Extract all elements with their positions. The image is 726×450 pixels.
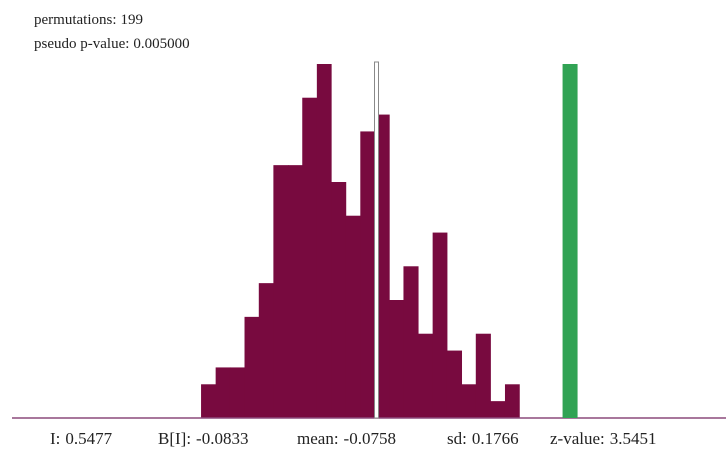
header-label: permutations: [34,12,117,28]
bar [215,367,231,418]
bar [461,384,477,418]
bar [475,333,491,418]
bar [316,64,332,418]
stat-value: 0.5477 [65,429,112,448]
stat-value: 3.5451 [610,429,657,448]
header-value: 199 [121,12,144,28]
stat-label: sd: [447,429,467,448]
stat: z-value: 3.5451 [550,429,657,448]
bar [287,165,303,418]
stat-label: z-value: [550,429,605,448]
bar [345,215,361,418]
header-value: 0.005000 [133,36,189,52]
bar [258,283,274,418]
header-line: permutations: 199 [34,12,143,28]
stat-label: B[I]: [158,429,191,448]
mean-line [374,61,380,419]
bar [389,300,404,418]
bar [504,384,520,418]
bar [331,182,347,418]
observed-line [562,64,578,418]
stat: mean: -0.0758 [297,429,396,448]
bar [229,367,246,418]
bar [418,333,434,418]
bar [302,97,318,418]
stat-value: -0.0758 [344,429,396,448]
bar [446,350,463,418]
stat-label: mean: [297,429,339,448]
stat-value: -0.0833 [196,429,248,448]
bar [360,131,376,418]
stat: sd: 0.1766 [447,429,519,448]
bar [432,232,448,418]
bar [201,384,217,418]
bar [490,401,506,418]
stat-value: 0.1766 [472,429,519,448]
bar [403,266,419,418]
stat: B[I]: -0.0833 [158,429,248,448]
stat-label: I: [50,429,60,448]
stat: I: 0.5477 [50,429,113,448]
bar [273,165,289,418]
bar [244,316,260,418]
header-line: pseudo p-value: 0.005000 [34,36,190,52]
header-label: pseudo p-value: [34,36,129,52]
